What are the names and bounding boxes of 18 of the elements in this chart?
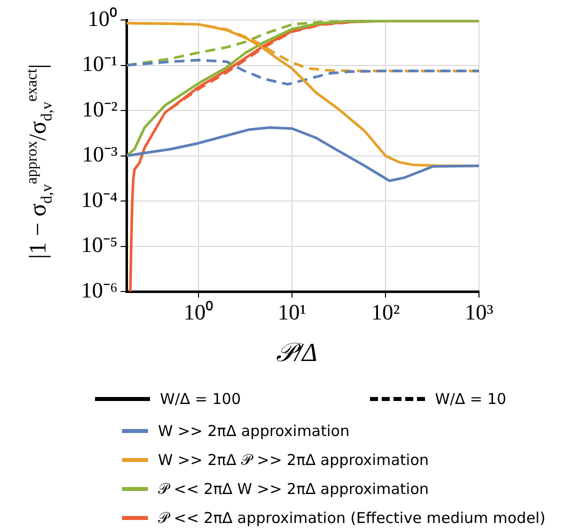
legend-label: W >> 2πΔ approximation [158,422,350,440]
y-tick-label: 10⁻⁴ [81,186,118,212]
legend-label: 𝒫 << 2πΔ approximation (Effective medium model) [158,509,546,527]
y-tick-label: 10⁻² [82,96,118,122]
text: W/Δ = 10 [435,390,506,408]
y-tick-label: 10⁻³ [82,142,118,167]
y-tick-label: 10⁻¹ [82,51,118,76]
y-tick-label: 10⁻⁵ [81,232,118,258]
x-tick-label: 10¹ [278,300,306,325]
x-axis-title: 𝒫/Δ [274,338,318,368]
x-tick-label: 10² [371,300,400,325]
x-tick-label: 10³ [464,300,494,325]
y-tick-label: 10⁻⁶ [81,277,118,302]
legend-label: W >> 2πΔ 𝒫 >> 2πΔ approximation [158,451,429,469]
legend-label: 𝒫 << 2πΔ W >> 2πΔ approximation [158,480,429,498]
y-tick-label: 10⁰ [88,6,118,31]
text: W/Δ = 100 [160,390,241,408]
x-tick-label: 10⁰ [184,300,214,325]
